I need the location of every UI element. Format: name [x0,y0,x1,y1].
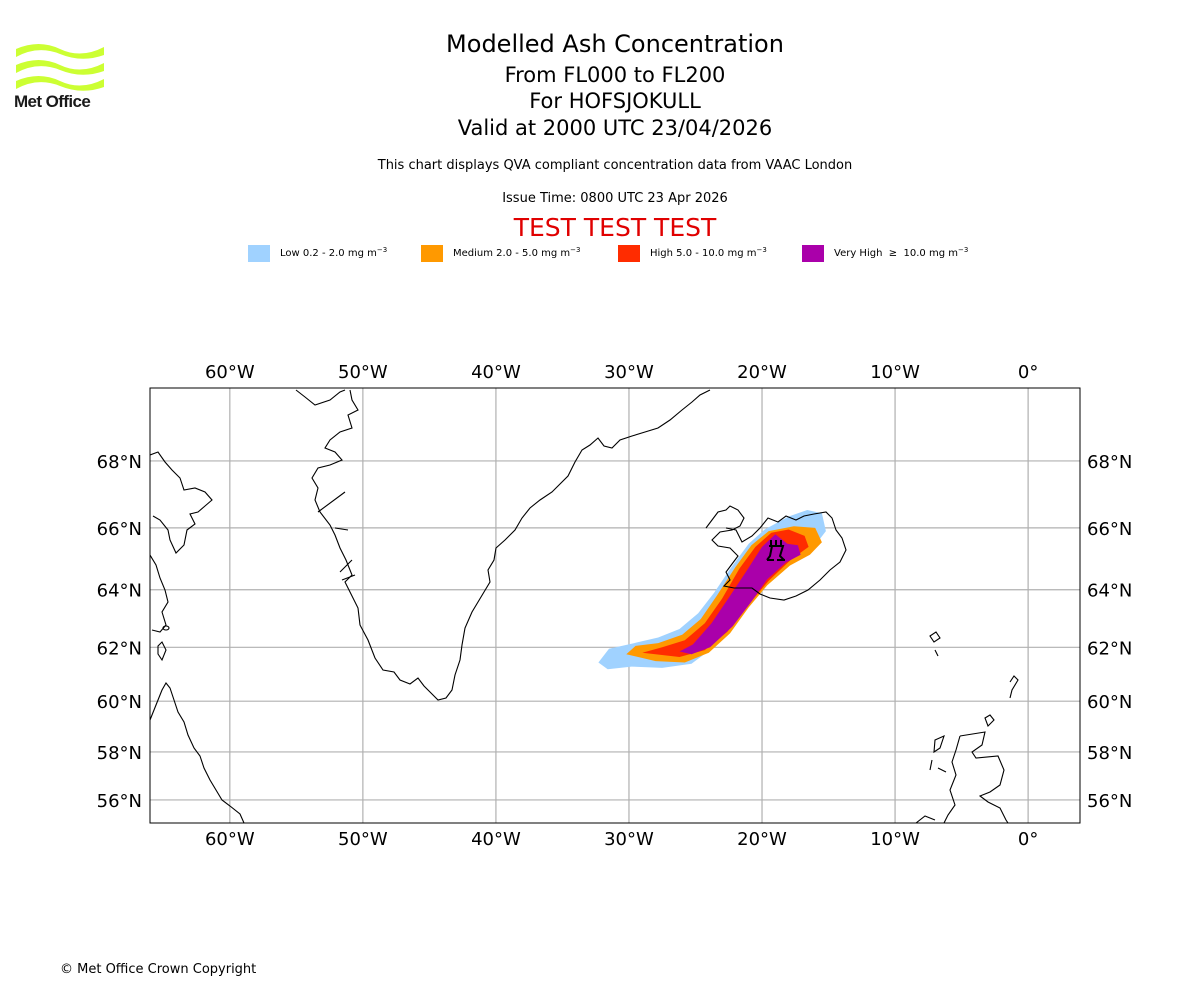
lon-tick-label-bottom: 30°W [604,829,654,850]
met-office-logo-text: Met Office [14,92,91,111]
lon-tick-label-top: 30°W [604,362,654,383]
lon-tick-label-bottom: 60°W [205,829,255,850]
coastline-greenland [295,389,711,701]
legend-swatch-low [248,245,270,262]
lat-tick-label-right: 56°N [1087,791,1132,812]
ash-level-very-high [679,534,801,655]
flight-level-range: From FL000 to FL200 [504,63,726,87]
coastline-shetland [1009,675,1019,699]
lon-tick-label-bottom: 40°W [471,829,521,850]
coastline-baffin-south [150,554,169,633]
test-banner: TEST TEST TEST [513,213,717,242]
lat-tick-label-right: 62°N [1087,638,1132,659]
lon-tick-label-top: 10°W [870,362,920,383]
coastline-scotland [943,731,1009,823]
map-frame [149,387,1081,824]
lat-tick-label-left: 66°N [97,519,142,540]
lat-tick-label-right: 58°N [1087,743,1132,764]
lon-tick-label-top: 60°W [205,362,255,383]
legend-swatch-high [618,245,640,262]
lon-tick-label-top: 40°W [471,362,521,383]
issue-time: Issue Time: 0800 UTC 23 Apr 2026 [502,191,728,206]
coastline-labrador [150,682,245,823]
chart-description: This chart displays QVA compliant concen… [377,158,853,173]
map-gridlines [150,388,1080,823]
lat-tick-label-left: 68°N [97,452,142,473]
lon-tick-label-bottom: 10°W [870,829,920,850]
chart-title: Modelled Ash Concentration [446,30,784,58]
lon-tick-label-top: 50°W [338,362,388,383]
lat-tick-label-right: 64°N [1087,581,1132,602]
lon-tick-label-bottom: 0° [1018,829,1038,850]
lat-tick-label-left: 56°N [97,791,142,812]
coastline-iceland [705,505,847,601]
lon-tick-label-top: 20°W [737,362,787,383]
lon-tick-label-bottom: 50°W [338,829,388,850]
coastline-baffin-island [150,451,213,554]
lat-tick-label-left: 62°N [97,638,142,659]
lat-tick-label-left: 60°N [97,692,142,713]
copyright-footer: © Met Office Crown Copyright [60,962,257,977]
lat-tick-label-right: 66°N [1087,519,1132,540]
legend-swatch-medium [421,245,443,262]
legend-label-low: Low 0.2 - 2.0 mg m−3 [280,246,388,259]
lat-tick-label-right: 68°N [1087,452,1132,473]
axis-tick-labels: 60°W 60°W 50°W 50°W 40°W 40°W 30°W 30°W 20°W 20°W… [97,362,1133,850]
lon-tick-label-bottom: 20°W [737,829,787,850]
lat-tick-label-right: 60°N [1087,692,1132,713]
legend-label-medium: Medium 2.0 - 5.0 mg m−3 [453,246,581,259]
legend-label-very-high: Very High ≥ 10.0 mg m−3 [834,246,969,259]
lat-tick-label-left: 58°N [97,743,142,764]
volcano-name: For HOFSJOKULL [529,89,701,113]
valid-time: Valid at 2000 UTC 23/04/2026 [457,116,773,140]
lon-tick-label-top: 0° [1018,362,1038,383]
coastlines [150,389,1019,823]
legend-label-high: High 5.0 - 10.0 mg m−3 [650,246,767,259]
coastline-faroe-islands [929,631,941,657]
legend-swatch-very-high [802,245,824,262]
volcano-icon [766,540,785,561]
lat-tick-label-left: 64°N [97,581,142,602]
met-office-wave-logo-icon [16,44,104,91]
